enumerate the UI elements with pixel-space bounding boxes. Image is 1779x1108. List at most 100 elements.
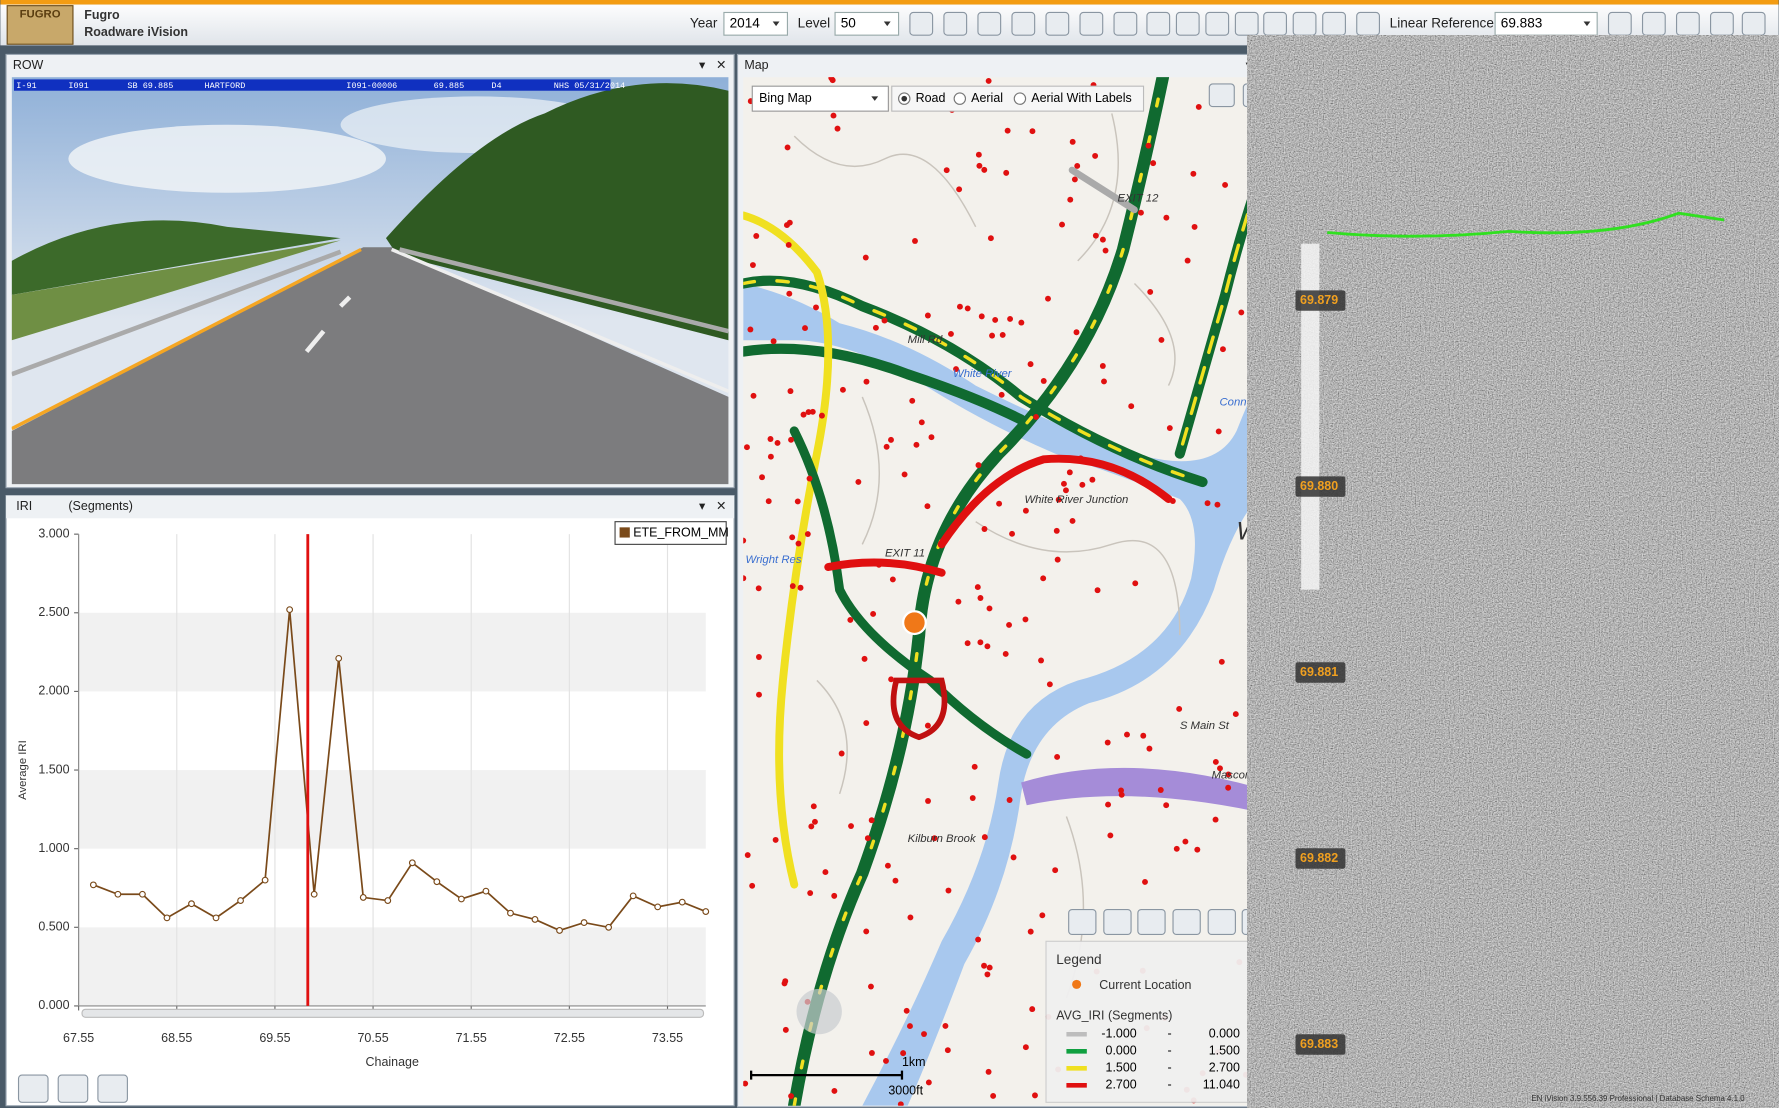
data-point [703,909,709,915]
pavement-zoom[interactable] [1732,82,1761,109]
poi-dot [863,255,869,261]
toolbar-button[interactable] [1323,12,1346,35]
toolbar-button[interactable] [1677,12,1700,35]
toolbar-button[interactable] [1643,12,1666,35]
app-window: FUGRO Fugro Roadware iVision Year 2014 L… [0,0,1779,1108]
data-point [557,928,563,934]
toolbar-button[interactable] [1357,12,1380,35]
map-tool-button[interactable] [1104,910,1131,935]
poi-dot [981,963,987,969]
toolbar-button[interactable] [1609,12,1632,35]
map-tool-button[interactable] [1173,910,1200,935]
toolbar-button[interactable] [910,12,933,35]
poi-dot [798,585,804,591]
y-tick-label: 2.500 [38,605,69,619]
poi-dot [863,928,869,934]
pavement-zoom[interactable] [1695,82,1724,109]
poi-dot [745,852,751,858]
pavement-tool[interactable] [1298,82,1327,109]
poi-dot [919,419,925,425]
toolbar-button[interactable] [1046,12,1069,35]
poi-dot [784,222,790,228]
poi-dot [913,442,919,448]
panel-menu[interactable]: ▾ [699,58,705,72]
poi-dot [1216,429,1222,435]
map-label: S Main St [1180,720,1230,732]
poi-dot [884,444,890,450]
poi-dot [1170,498,1176,504]
toolbar-button[interactable] [944,12,967,35]
poi-dot [1072,176,1078,182]
poi-dot [1074,163,1080,169]
toolbar-button[interactable] [1264,12,1287,35]
data-point [581,920,587,926]
panel-close[interactable]: ✕ [1264,58,1274,72]
poi-dot [912,238,918,244]
poi-dot [1067,197,1073,203]
poi-dot [1007,316,1013,322]
poi-dot [982,834,988,840]
poi-dot [835,126,841,132]
poi-dot [1176,706,1182,712]
settings-button[interactable] [19,1075,48,1102]
poi-dot [1185,258,1191,264]
scale-ft: 3000ft [888,1083,923,1097]
data-point [164,915,170,921]
poi-dot [1255,701,1261,707]
poi-dot [1100,363,1106,369]
toolbar-button[interactable] [1711,12,1734,35]
panel-close[interactable]: ✕ [716,58,726,72]
radio[interactable] [954,93,965,104]
zoom-button[interactable] [58,1075,87,1102]
map-tool-button[interactable] [1208,910,1235,935]
map-tool-button[interactable] [1138,910,1165,935]
pavement-tool[interactable] [1334,82,1363,109]
toolbar-button[interactable] [978,12,1001,35]
poi-dot [868,984,874,990]
toolbar-button[interactable] [1114,12,1137,35]
poi-dot [1018,320,1024,326]
toolbar-button[interactable] [1206,12,1229,35]
map-nav-button[interactable] [1209,84,1234,107]
poi-dot [1118,787,1124,793]
compass[interactable] [797,989,842,1034]
toolbar-button[interactable] [1176,12,1199,35]
toolbar-button[interactable] [1235,12,1258,35]
data-point [434,879,440,885]
pavement-tool[interactable] [1407,82,1436,109]
radio[interactable] [1014,93,1025,104]
panel-close[interactable]: ✕ [1755,58,1765,72]
poi-dot [1059,222,1065,228]
pavement-tool[interactable] [1370,82,1399,109]
map-tool-button[interactable] [1242,910,1269,935]
poi-dot [1033,414,1039,420]
data-point [385,898,391,904]
poi-dot [1032,1092,1038,1098]
panel-menu[interactable]: ▾ [1737,58,1743,72]
poi-dot [808,823,814,829]
map-tool-button[interactable] [1069,910,1096,935]
x-scrollbar[interactable] [82,1009,703,1017]
poi-dot [788,388,794,394]
toolbar-button[interactable] [1742,12,1765,35]
edit-button[interactable] [98,1075,127,1102]
legend-sep: - [1168,1061,1172,1075]
poi-dot [802,325,808,331]
x-tick-label: 70.55 [357,1031,388,1045]
poi-dot [1225,785,1231,791]
map-nav-button[interactable] [1243,84,1268,107]
poi-dot [957,304,963,310]
legend-layer: AVG_IRI (Segments) [1056,1008,1172,1022]
toolbar-button[interactable] [1293,12,1316,35]
panel-menu[interactable]: ▾ [699,499,705,513]
poi-dot [775,440,781,446]
panel-close[interactable]: ✕ [716,499,726,513]
toolbar-button[interactable] [1080,12,1103,35]
pavement-zoom[interactable] [1657,82,1686,109]
toolbar-button[interactable] [1012,12,1035,35]
current-location-pin[interactable] [903,611,926,634]
toolbar-button[interactable] [1147,12,1170,35]
marker-label: 69.880 [1300,479,1338,493]
panel-menu[interactable]: ▾ [1246,58,1252,72]
level-label: Level [798,15,830,30]
